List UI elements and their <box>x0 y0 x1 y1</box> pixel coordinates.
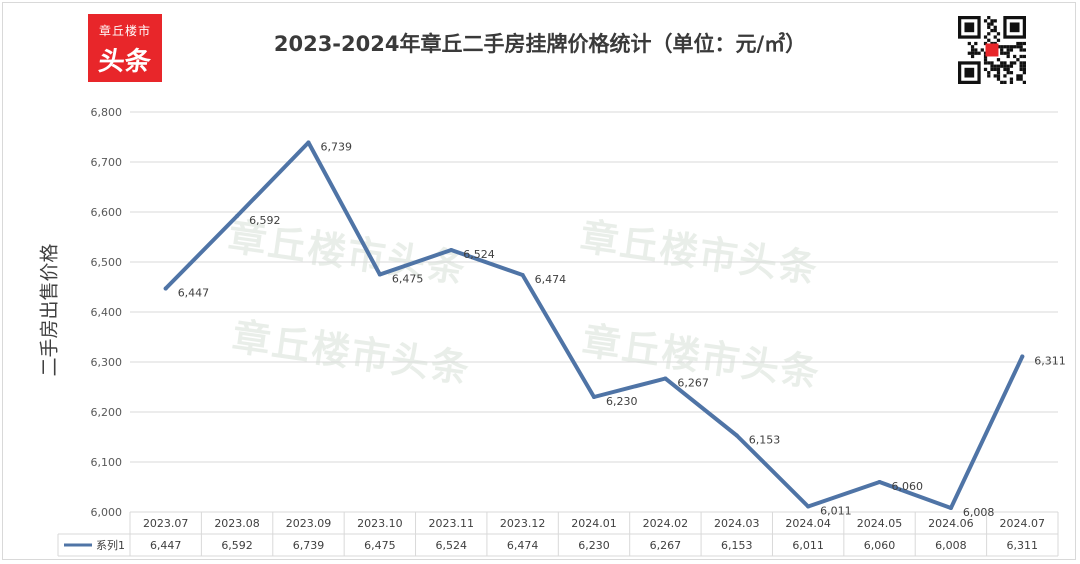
data-label: 6,447 <box>178 287 210 300</box>
data-point <box>592 395 596 399</box>
x-tick-label: 2024.05 <box>857 517 903 530</box>
legend-series-name: 系列1 <box>96 538 125 552</box>
data-label: 6,311 <box>1034 355 1066 368</box>
table-value-cell: 6,739 <box>293 539 325 552</box>
data-label: 6,153 <box>749 434 781 447</box>
data-label: 6,267 <box>677 377 709 390</box>
table-value-cell: 6,060 <box>864 539 896 552</box>
table-value-cell: 6,267 <box>650 539 682 552</box>
x-tick-label: 2023.08 <box>214 517 260 530</box>
chart-title: 2023-2024年章丘二手房挂牌价格统计（单位：元/㎡） <box>273 32 807 56</box>
x-tick-label: 2023.12 <box>500 517 546 530</box>
data-point <box>377 272 382 277</box>
y-tick-label: 6,500 <box>91 256 123 269</box>
data-label: 6,060 <box>892 480 924 493</box>
table-value-cell: 6,447 <box>150 539 182 552</box>
y-tick-label: 6,300 <box>91 356 123 369</box>
data-point <box>663 376 668 381</box>
table-value-cell: 6,474 <box>507 539 539 552</box>
table-value-cell: 6,592 <box>221 539 253 552</box>
y-tick-label: 6,400 <box>91 306 123 319</box>
y-tick-label: 6,800 <box>91 106 123 119</box>
data-point <box>520 273 525 277</box>
table-value-cell: 6,230 <box>578 539 610 552</box>
y-tick-label: 6,100 <box>91 456 123 469</box>
data-point <box>306 140 311 145</box>
x-tick-label: 2023.11 <box>428 517 474 530</box>
data-point <box>734 433 739 438</box>
data-label: 6,011 <box>820 505 852 518</box>
y-tick-label: 6,600 <box>91 206 123 219</box>
data-label: 6,474 <box>535 273 567 286</box>
x-tick-label: 2024.01 <box>571 517 617 530</box>
table-value-cell: 6,153 <box>721 539 753 552</box>
x-tick-label: 2024.06 <box>928 517 974 530</box>
data-point <box>806 504 811 509</box>
data-point <box>1020 354 1025 359</box>
data-label: 6,475 <box>392 273 424 286</box>
data-label: 6,592 <box>249 214 280 227</box>
table-value-cell: 6,011 <box>792 539 824 552</box>
table-value-cell: 6,008 <box>935 539 967 552</box>
data-point <box>948 506 953 510</box>
y-tick-label: 6,200 <box>91 406 123 419</box>
data-point <box>877 480 882 484</box>
data-point <box>235 214 240 218</box>
data-point <box>163 286 168 291</box>
x-tick-label: 2023.10 <box>357 517 403 530</box>
table-value-cell: 6,524 <box>435 539 467 552</box>
series-line <box>163 140 1025 510</box>
x-tick-label: 2023.07 <box>143 517 189 530</box>
data-point <box>449 248 454 252</box>
x-tick-label: 2024.03 <box>714 517 760 530</box>
data-label: 6,524 <box>463 248 495 261</box>
qr-code-icon <box>958 16 1026 84</box>
x-tick-label: 2024.07 <box>1000 517 1046 530</box>
table-value-cell: 6,311 <box>1007 539 1039 552</box>
y-tick-label: 6,700 <box>91 156 123 169</box>
table-value-cell: 6,475 <box>364 539 396 552</box>
data-label: 6,008 <box>963 506 995 519</box>
y-tick-label: 6,000 <box>91 506 123 519</box>
data-label: 6,739 <box>320 141 352 154</box>
x-tick-label: 2024.04 <box>785 517 831 530</box>
x-tick-label: 2023.09 <box>286 517 332 530</box>
brand-logo: 章丘楼市 头条 <box>88 14 162 82</box>
x-tick-label: 2024.02 <box>643 517 689 530</box>
data-label: 6,230 <box>606 395 638 408</box>
logo-line1: 章丘楼市 <box>98 24 151 38</box>
